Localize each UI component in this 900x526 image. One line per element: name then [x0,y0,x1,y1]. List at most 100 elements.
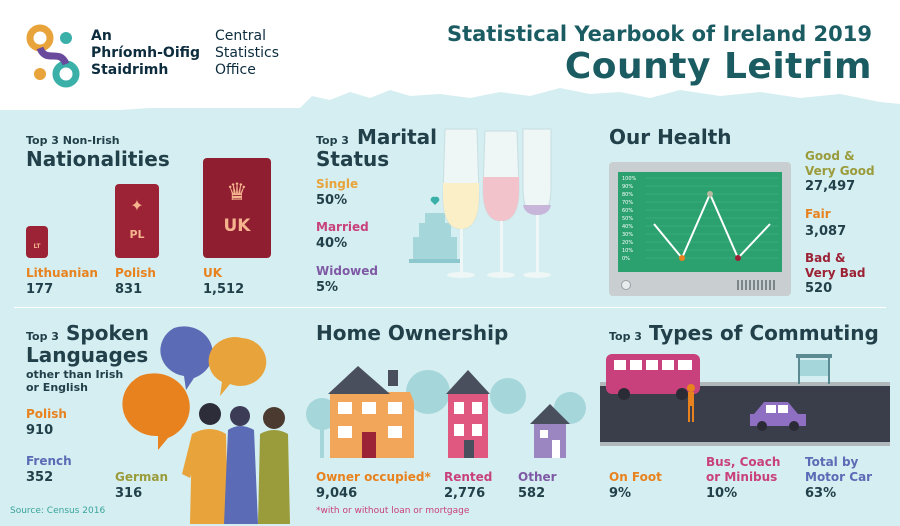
skyline-illustration [0,88,900,126]
people-speech-bubbles-illustration [122,326,290,524]
marital-label: Married [316,220,369,234]
marital-heading-small: Top 3 [316,134,349,147]
nationality-value: 177 [26,282,54,297]
polish-passport: ✦ PL [115,184,159,258]
ownership-label: Rented [444,470,493,484]
crest-icon: ♛ [226,178,248,206]
health-value: 3,087 [805,224,847,239]
languages-heading-sub-1: other than Irish [26,368,124,381]
health-value: 520 [805,281,833,296]
health-label: Fair [805,207,831,221]
commuting-label: or Minibus [706,470,778,484]
languages-heading-2: Languages [26,343,149,367]
logo-english-line: Central [215,28,266,44]
languages-heading-sub-2: or English [26,381,88,394]
logo-irish-line: Staidrimh [91,62,169,78]
commuting-label: Total by [805,455,859,469]
monitor-tick: 40% [622,224,634,230]
ownership-label: Owner occupied* [316,470,431,484]
monitor-tick: 50% [622,216,634,222]
commuting-label: Motor Car [805,470,873,484]
nationality-label: Lithuanian [26,266,98,280]
logo-english-text: Central Statistics Office [215,28,279,79]
monitor-screen: 100% 90% 80% 70% 60% 50% 40% 30% 20% 10%… [618,172,782,272]
marital-value: 5% [316,280,339,295]
passport-code: UK [223,216,251,236]
marital-value: 40% [316,236,348,251]
yearbook-title: Statistical Yearbook of Ireland 2019 [446,22,872,46]
health-label: Bad & [805,251,846,265]
monitor-tick-labels: 100% 90% 80% 70% 60% 50% 40% 30% 20% 10%… [622,176,644,268]
monitor-tick: 10% [622,248,634,254]
passport-code: LT [33,243,41,250]
ownership-value: 582 [518,486,546,501]
health-line-graph [646,177,778,261]
nationality-value: 831 [115,282,143,297]
marital-heading-1: Marital [357,125,438,149]
logo-english-line: Office [215,62,256,78]
languages-heading-1: Spoken [66,321,150,345]
language-label: Polish [26,407,67,421]
passport-code: PL [129,228,145,241]
commuting-value: 10% [706,486,738,501]
monitor-tick: 70% [622,200,634,206]
commuting-heading-small: Top 3 [609,330,642,343]
ownership-heading: Home Ownership [316,321,509,345]
houses-illustration [306,366,586,458]
commuting-label: On Foot [609,470,662,484]
logo-irish-line: Phríomh-Oifig [91,45,201,61]
monitor-tick: 30% [622,232,634,238]
nationalities-heading-small: Top 3 Non-Irish [26,134,120,147]
marital-value: 50% [316,193,348,208]
monitor-tick: 60% [622,208,634,214]
commuting-heading: Types of Commuting [649,321,879,345]
source-note: Source: Census 2016 [10,506,106,516]
ownership-footnote: *with or without loan or mortgage [316,506,470,516]
monitor-tick: 90% [622,184,634,190]
monitor-speaker-icon [737,280,777,290]
county-title: County Leitrim [564,46,872,87]
language-label: French [26,454,72,468]
marital-heading-2: Status [316,147,390,171]
lithuanian-passport: LT [26,226,48,258]
nationality-label: UK [203,266,223,280]
health-value: 27,497 [805,179,856,194]
row-divider [14,307,886,308]
wedding-cake-and-glasses-illustration [409,128,552,278]
monitor-tick: 0% [622,256,630,262]
monitor-tick: 80% [622,192,634,198]
ownership-label: Other [518,470,557,484]
commuting-value: 9% [609,486,632,501]
commuting-value: 63% [805,486,837,501]
uk-passport: ♛ UK [203,158,271,258]
health-label: Very Bad [805,266,866,280]
health-label: Good & [805,149,855,163]
health-label: Very Good [805,164,875,178]
health-monitor: 100% 90% 80% 70% 60% 50% 40% 30% 20% 10%… [609,162,791,296]
nationalities-heading: Nationalities [26,147,170,171]
nationality-label: Polish [115,266,156,280]
language-label: German [115,470,169,484]
ownership-value: 2,776 [444,486,486,501]
language-value: 316 [115,486,143,501]
commuting-label: Bus, Coach [706,455,781,469]
cso-logo-icon [26,24,80,88]
nationality-value: 1,512 [203,282,245,297]
marital-label: Widowed [316,264,378,278]
languages-heading-small: Top 3 [26,330,59,343]
logo-english-line: Statistics [215,45,279,61]
road-vehicles-illustration [600,354,890,446]
monitor-tick: 100% [622,176,637,182]
monitor-tick: 20% [622,240,634,246]
logo-irish-text: An Phríomh-Oifig Staidrimh [91,28,200,79]
logo-irish-line: An [91,28,112,44]
marital-label: Single [316,177,359,191]
ownership-value: 9,046 [316,486,358,501]
eagle-icon: ✦ [130,196,144,215]
language-value: 910 [26,423,54,438]
health-heading: Our Health [609,125,732,149]
monitor-dial-icon [621,280,631,290]
header: An Phríomh-Oifig Staidrimh Central Stati… [0,0,900,110]
language-value: 352 [26,470,54,485]
